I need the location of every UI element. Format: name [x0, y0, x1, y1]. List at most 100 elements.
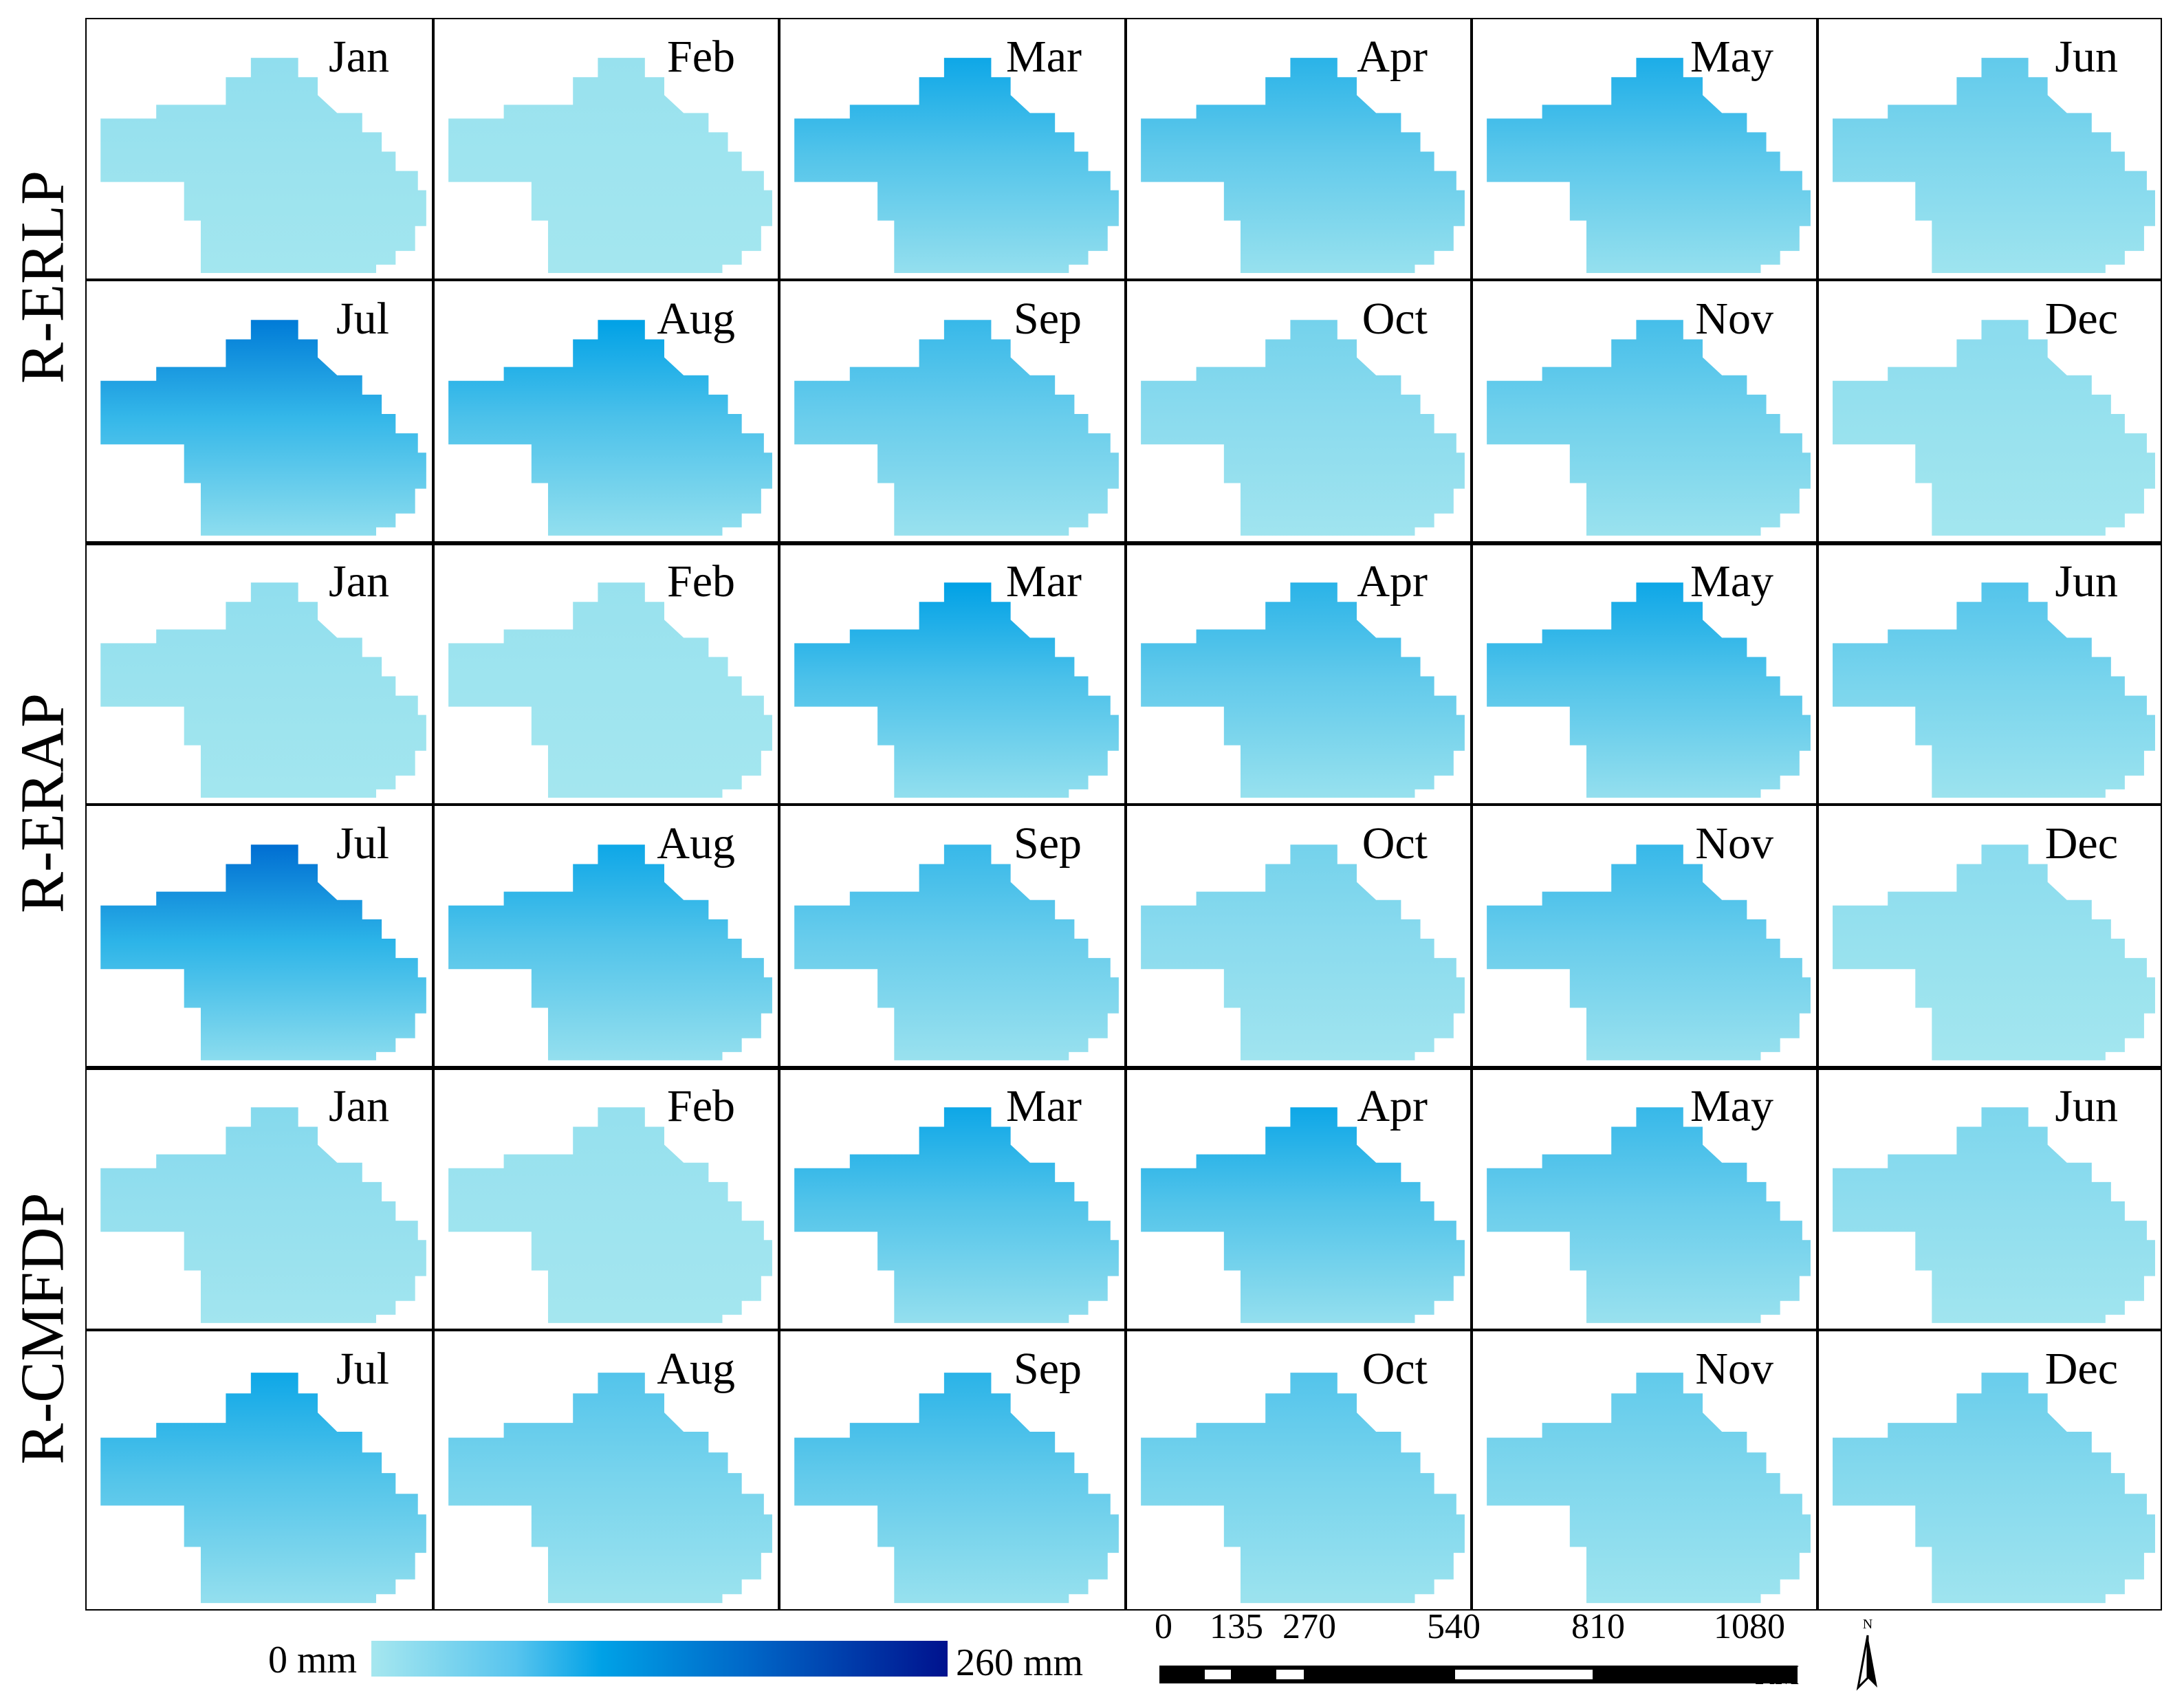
- precip-region-shape: [1141, 1107, 1465, 1323]
- row-label-r-erlp: R-ERLP: [8, 170, 77, 384]
- map-panel-r-erap-dec: Dec: [1817, 805, 2162, 1067]
- precip-region-shape: [100, 58, 426, 273]
- month-label: Jul: [336, 294, 389, 344]
- scale-bar: [1159, 1666, 1798, 1683]
- precip-region-shape: [100, 1373, 426, 1604]
- month-label: Mar: [1006, 32, 1082, 82]
- legend-color-ramp: [371, 1641, 948, 1677]
- month-label: Dec: [2044, 818, 2118, 869]
- map-panel-r-erlp-mar: Mar: [779, 18, 1126, 280]
- precip-region-shape: [794, 1373, 1119, 1604]
- precip-region-shape: [448, 58, 772, 273]
- precip-region-shape: [1487, 1107, 1811, 1323]
- map-panel-r-erlp-may: May: [1472, 18, 1817, 280]
- precip-region-shape: [1141, 844, 1465, 1060]
- month-label: Sep: [1014, 1344, 1082, 1394]
- precip-region-shape: [794, 58, 1119, 273]
- month-label: Aug: [657, 1344, 735, 1394]
- month-label: Jun: [2055, 1081, 2118, 1131]
- scale-tick-540: 540: [1427, 1607, 1481, 1646]
- precip-region-shape: [1833, 1107, 2155, 1323]
- precip-region-shape: [100, 320, 426, 536]
- scale-tick-810: 810: [1571, 1607, 1625, 1646]
- legend-max-label: 260 mm: [956, 1641, 1084, 1684]
- precip-region-shape: [100, 582, 426, 798]
- month-label: Dec: [2044, 1344, 2118, 1394]
- scale-tick-1080: 1080: [1714, 1607, 1785, 1646]
- scale-unit-label: KM: [1755, 1659, 1800, 1690]
- month-label: Jan: [329, 556, 389, 607]
- map-panel-r-erap-mar: Mar: [779, 543, 1126, 805]
- month-label: May: [1690, 1081, 1773, 1131]
- precip-region-shape: [448, 582, 772, 798]
- month-label: Feb: [667, 32, 735, 82]
- month-label: Sep: [1014, 818, 1082, 869]
- month-label: Apr: [1357, 556, 1428, 607]
- month-label: Dec: [2044, 294, 2118, 344]
- map-panel-r-erap-jun: Jun: [1817, 543, 2162, 805]
- month-label: Nov: [1695, 294, 1773, 344]
- precip-region-shape: [448, 844, 772, 1060]
- month-label: Jun: [2055, 556, 2118, 607]
- precip-region-shape: [1487, 58, 1811, 273]
- map-panel-r-erlp-apr: Apr: [1126, 18, 1472, 280]
- precip-region-shape: [1141, 582, 1465, 798]
- legend-min-label: 0 mm: [268, 1639, 358, 1681]
- precip-region-shape: [1833, 1373, 2155, 1604]
- precip-region-shape: [1487, 844, 1811, 1060]
- precip-region-shape: [1487, 1373, 1811, 1604]
- month-label: Oct: [1362, 1344, 1428, 1394]
- month-label: Jul: [336, 1344, 389, 1394]
- map-panel-r-erap-aug: Aug: [433, 805, 779, 1067]
- month-label: Jan: [329, 32, 389, 82]
- precip-region-shape: [1487, 582, 1811, 798]
- precip-region-shape: [794, 1107, 1119, 1323]
- map-panel-r-erlp-dec: Dec: [1817, 280, 2162, 543]
- month-label: Apr: [1357, 1081, 1428, 1131]
- month-label: Mar: [1006, 1081, 1082, 1131]
- map-panel-r-erap-oct: Oct: [1126, 805, 1472, 1067]
- dataset-divider-line: [85, 542, 2162, 545]
- month-label: Oct: [1362, 294, 1428, 344]
- month-label: Mar: [1006, 556, 1082, 607]
- month-label: Jan: [329, 1081, 389, 1131]
- precip-region-shape: [100, 1107, 426, 1323]
- precip-region-shape: [1141, 1373, 1465, 1604]
- map-panel-r-cmfdp-nov: Nov: [1472, 1330, 1817, 1611]
- map-panel-r-erlp-nov: Nov: [1472, 280, 1817, 543]
- month-label: Nov: [1695, 1344, 1773, 1394]
- precip-region-shape: [448, 320, 772, 536]
- month-label: May: [1690, 556, 1773, 607]
- precip-region-shape: [100, 844, 426, 1060]
- month-label: Aug: [657, 294, 735, 344]
- precip-region-shape: [1833, 58, 2155, 273]
- row-label-r-erap: R-ERAP: [8, 692, 77, 914]
- map-panel-r-cmfdp-may: May: [1472, 1067, 1817, 1330]
- map-panel-r-erlp-oct: Oct: [1126, 280, 1472, 543]
- map-panel-r-cmfdp-aug: Aug: [433, 1330, 779, 1611]
- map-panel-r-cmfdp-apr: Apr: [1126, 1067, 1472, 1330]
- scale-tick-135: 135: [1210, 1607, 1263, 1646]
- map-panel-r-cmfdp-jun: Jun: [1817, 1067, 2162, 1330]
- precip-region-shape: [794, 582, 1119, 798]
- map-panel-r-erap-sep: Sep: [779, 805, 1126, 1067]
- map-panel-r-cmfdp-mar: Mar: [779, 1067, 1126, 1330]
- precip-region-shape: [1833, 320, 2155, 536]
- precip-region-shape: [1833, 582, 2155, 798]
- map-panel-r-erap-nov: Nov: [1472, 805, 1817, 1067]
- map-panel-r-cmfdp-feb: Feb: [433, 1067, 779, 1330]
- scale-tick-270: 270: [1282, 1607, 1336, 1646]
- precip-region-shape: [794, 320, 1119, 536]
- map-panel-r-erlp-sep: Sep: [779, 280, 1126, 543]
- precip-region-shape: [1141, 320, 1465, 536]
- month-label: Feb: [667, 1081, 735, 1131]
- north-arrow-icon: N: [1856, 1617, 1877, 1691]
- map-panel-r-cmfdp-dec: Dec: [1817, 1330, 2162, 1611]
- precip-region-shape: [1141, 58, 1465, 273]
- map-panel-r-erlp-feb: Feb: [433, 18, 779, 280]
- row-label-r-cmfdp: R-CMFDP: [8, 1192, 77, 1465]
- month-label: Nov: [1695, 818, 1773, 869]
- map-panel-r-erlp-jul: Jul: [85, 280, 433, 543]
- precip-region-shape: [448, 1107, 772, 1323]
- precip-region-shape: [448, 1373, 772, 1604]
